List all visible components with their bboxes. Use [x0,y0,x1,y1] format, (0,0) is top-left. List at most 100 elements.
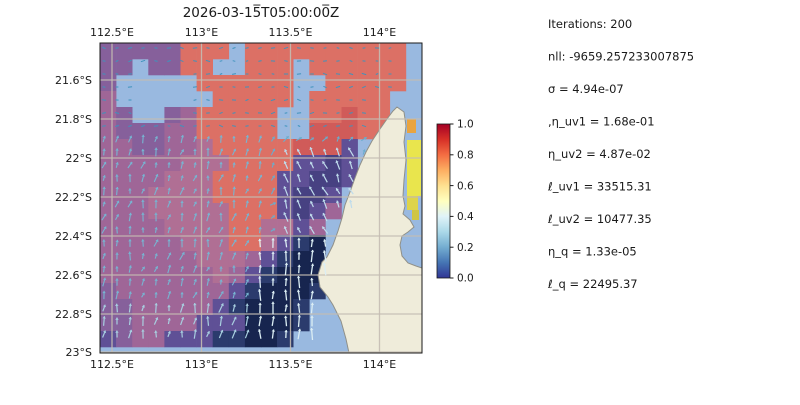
map-plot [100,43,422,353]
mesh-cell [293,299,309,315]
mesh-cell [132,203,148,219]
quiver-arrow [115,48,118,49]
mesh-cell [197,123,213,139]
mesh-cell [181,43,197,59]
colorbar-tick-label: 0.0 [457,273,474,285]
mesh-cell [390,75,406,91]
mesh-cell [229,75,245,91]
mesh-cell [213,91,229,107]
mesh-cell [132,139,148,155]
mesh-cell [197,251,213,267]
mesh-cell [100,75,116,91]
mesh-cell [100,187,116,203]
quiver-arrow [233,61,236,62]
mesh-cell [132,171,148,187]
colorbar-tick-label: 0.8 [457,150,474,162]
mesh-cell [261,43,277,59]
mesh-cell [197,187,213,203]
quiver-arrow [219,100,223,101]
mesh-cell [245,75,261,91]
xtick-label-bottom: 113.5°E [269,358,313,371]
mesh-cell [325,59,341,75]
mesh-cell [374,43,390,59]
mesh-cell [245,43,261,59]
mesh-cell [100,171,116,187]
mesh-cell [197,171,213,187]
mesh-cell [197,299,213,315]
quiver-arrow [102,126,106,127]
quiver-arrow [167,48,171,49]
mesh-cell [100,331,116,347]
mesh-cell [100,299,116,315]
mesh-cell [309,123,325,139]
mesh-cell [132,315,148,331]
mesh-cell [229,123,245,139]
colorbar-tick-label: 1.0 [457,119,474,131]
mesh-cell [164,315,180,331]
mesh-cell [261,283,277,299]
mesh-cell [164,235,180,251]
stats-line: Iterations: 200 [548,17,632,31]
mesh-cell [197,107,213,123]
quiver-arrow [155,48,158,49]
mesh-cell [148,171,164,187]
mesh-cell [261,171,277,187]
mesh-cell [132,123,148,139]
mesh-cell [164,203,180,219]
ytick-label: 22.4°S [55,230,92,243]
mesh-cell [358,59,374,75]
mesh-cell [197,315,213,331]
mesh-cell [100,283,116,299]
mesh-cell [293,315,309,331]
mesh-cell [325,171,341,187]
ytick-label: 22.6°S [55,269,92,282]
mesh-cell [100,251,116,267]
mesh-cell [197,219,213,235]
mesh-cell [325,139,341,155]
mesh-cell [342,43,358,59]
mesh-cell [164,187,180,203]
mesh-cell [213,283,229,299]
mesh-cell [261,219,277,235]
mesh-cell [229,203,245,219]
quiver-arrow [363,48,366,49]
mesh-cell [358,75,374,91]
mesh-cell [374,75,390,91]
ytick-label: 23°S [66,346,92,359]
mesh-cell [197,43,213,59]
mesh-cell [261,75,277,91]
mesh-cell [229,283,245,299]
mesh-cell [181,331,197,347]
mesh-cell [164,59,180,75]
mesh-cell [197,75,213,91]
mesh-cell [164,123,180,139]
mesh-cell [197,139,213,155]
mesh-cell [181,107,197,123]
xtick-label-bottom: 113°E [185,358,218,371]
mesh-cell [213,107,229,123]
mesh-cell [374,59,390,75]
mesh-cell [132,251,148,267]
mesh-cell [293,219,309,235]
mesh-cell [342,59,358,75]
quiver-arrow [193,87,197,88]
mesh-cell [100,43,116,59]
mesh-cell [213,75,229,91]
stats-line: η_q = 1.33e-05 [548,245,637,259]
mesh-cell [325,43,341,59]
mesh-cell [197,203,213,219]
mesh-cell [412,210,419,220]
mesh-cell [229,235,245,251]
mesh-cell [100,107,116,123]
mesh-cell [181,283,197,299]
mesh-cell [213,43,229,59]
quiver-arrow [245,113,249,114]
quiver-arrow [323,61,327,62]
mesh-cell [229,299,245,315]
mesh-cell [229,91,245,107]
mesh-cell [325,75,341,91]
mesh-cell [261,235,277,251]
mesh-cell [148,43,164,59]
mesh-cell [309,91,325,107]
